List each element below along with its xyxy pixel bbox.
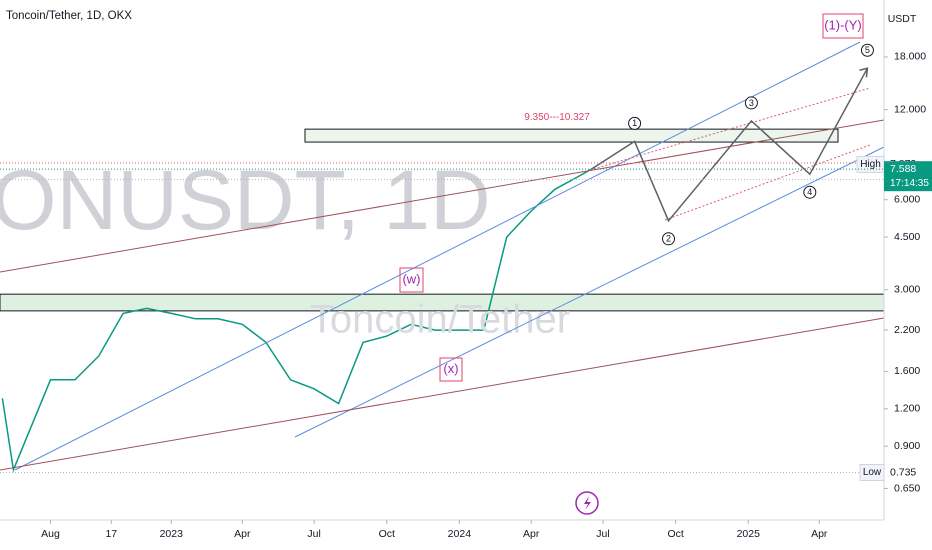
channel-line	[0, 119, 885, 273]
y-tick-label: 0.650	[894, 482, 920, 494]
x-tick-label: Apr	[523, 528, 540, 540]
plot-area	[0, 128, 885, 473]
price-line	[1, 168, 592, 473]
y-tick-label: 2.200	[894, 324, 920, 336]
wave-marker	[628, 116, 642, 130]
wave-marker	[860, 43, 874, 57]
wave-label: (1)-(Y)	[824, 17, 862, 32]
channel-line	[664, 144, 871, 221]
label-box	[439, 357, 463, 382]
low-tag	[859, 464, 885, 482]
label-box	[822, 13, 864, 39]
y-tick-label: 4.500	[894, 231, 920, 243]
last-price: 7.588	[890, 163, 916, 175]
currency: USDT	[888, 13, 917, 25]
watermark-subtitle: Toncoin/Tether	[310, 298, 570, 342]
y-tick-label: 1.600	[894, 365, 920, 377]
arrow-head	[859, 67, 869, 78]
wave-marker	[744, 96, 758, 110]
y-tick-label: 1.200	[894, 403, 920, 415]
x-tick-label: 2023	[160, 528, 184, 540]
wave-label: (x)	[443, 361, 458, 376]
x-tick-label: Oct	[667, 528, 683, 540]
y-tick-label: 12.000	[894, 103, 926, 115]
y-tick-label: 3.000	[894, 284, 920, 296]
x-tick-label: Apr	[811, 528, 828, 540]
zone-label: 9.350---10.327	[524, 112, 590, 123]
last-price-tag	[884, 161, 932, 192]
x-tick-label: 2025	[737, 528, 761, 540]
channel-line	[589, 87, 871, 171]
resistance-zone	[304, 128, 839, 143]
wave-number: 5	[865, 45, 870, 55]
projection-path	[590, 67, 869, 223]
x-tick-label: Aug	[41, 528, 60, 540]
channel-line	[14, 41, 861, 471]
wave-number: 3	[749, 98, 754, 108]
low-value: 0.735	[890, 466, 916, 478]
high-label: High	[860, 159, 881, 170]
x-tick-label: Apr	[234, 528, 251, 540]
x-tick-label: Jul	[596, 528, 609, 540]
label-box	[399, 267, 424, 293]
channel-line	[294, 146, 885, 438]
channel-line	[0, 317, 885, 471]
wave-label: (w)	[402, 271, 420, 286]
y-tick-label: 6.000	[894, 193, 920, 205]
wave-number: 4	[807, 187, 812, 197]
x-tick-label: Oct	[379, 528, 395, 540]
low-label: Low	[863, 467, 882, 478]
event-icon	[584, 496, 591, 510]
x-tick-label: 2024	[448, 528, 472, 540]
y-tick-label: 0.900	[894, 440, 920, 452]
wave-number: 1	[632, 118, 637, 128]
x-tick-label: Jul	[307, 528, 320, 540]
y-tick-label: 18.000	[894, 51, 926, 63]
chart-title: Toncoin/Tether, 1D, OKX	[6, 10, 132, 22]
event-icon[interactable]	[575, 491, 599, 515]
wave-number: 2	[666, 234, 671, 244]
wave-marker	[662, 232, 676, 246]
x-tick-label: 17	[105, 528, 117, 540]
countdown: 17:14:35	[890, 178, 929, 189]
wave-marker	[803, 185, 817, 199]
